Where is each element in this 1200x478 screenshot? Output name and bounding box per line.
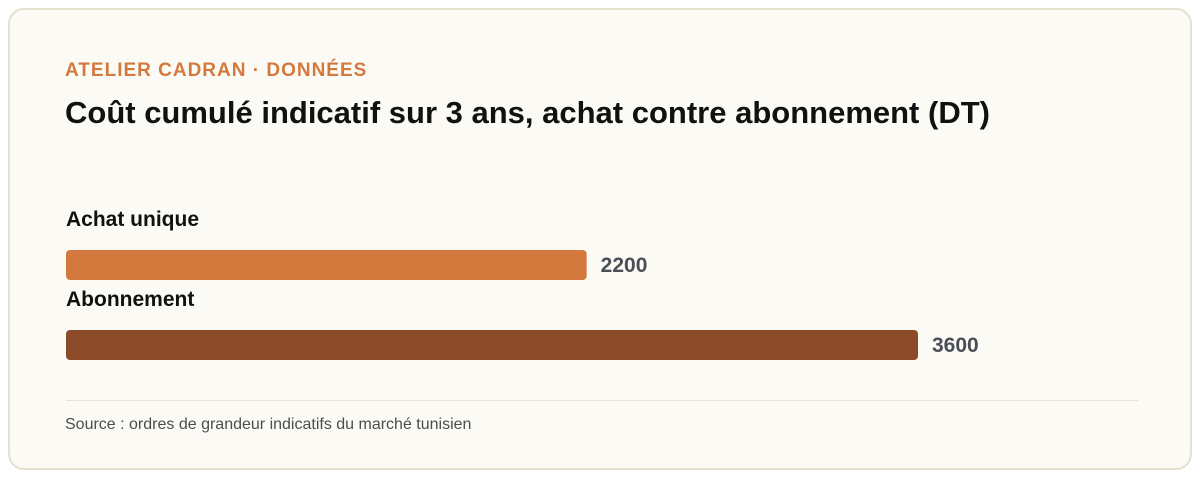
- divider: [66, 400, 1138, 401]
- eyebrow-label: ATELIER CADRAN · DONNÉES: [65, 60, 368, 81]
- bar-chart: Achat unique 2200 Abonnement 3600: [66, 208, 979, 360]
- chart-card: ATELIER CADRAN · DONNÉES Coût cumulé ind…: [8, 8, 1192, 470]
- source-note: Source : ordres de grandeur indicatifs d…: [65, 416, 472, 433]
- bar-label-achat-unique: Achat unique: [66, 208, 199, 231]
- bar-abonnement: [66, 330, 918, 360]
- bar-value-abonnement: 3600: [932, 334, 979, 357]
- chart-title: Coût cumulé indicatif sur 3 ans, achat c…: [65, 95, 990, 130]
- bar-label-abonnement: Abonnement: [66, 288, 194, 311]
- bar-achat-unique: [66, 250, 587, 280]
- bar-value-achat-unique: 2200: [601, 254, 648, 277]
